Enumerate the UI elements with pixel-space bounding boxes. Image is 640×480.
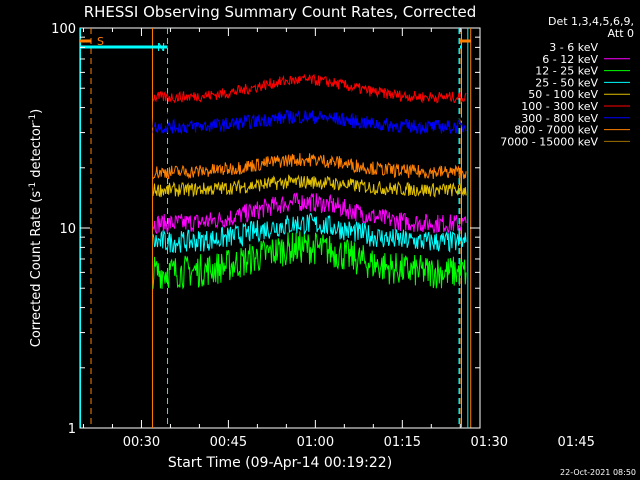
series-line bbox=[152, 192, 467, 235]
y-ticks: 100 10 1 bbox=[51, 22, 480, 437]
series-line bbox=[152, 153, 467, 180]
x-tick-label: 01:15 bbox=[384, 435, 421, 450]
annotation-label: N bbox=[157, 41, 165, 54]
legend-label: 300 - 800 keV bbox=[521, 112, 598, 125]
x-tick-label: 01:00 bbox=[297, 435, 334, 450]
y-tick-label: 10 bbox=[59, 222, 76, 237]
legend-label: 25 - 50 keV bbox=[535, 76, 598, 89]
annotation-label: S bbox=[97, 35, 104, 48]
chart-title: RHESSI Observing Summary Count Rates, Co… bbox=[84, 3, 477, 21]
series-line bbox=[152, 213, 467, 253]
x-tick-label: 01:45 bbox=[557, 435, 594, 450]
legend-label: 7000 - 15000 keV bbox=[500, 135, 598, 148]
series-line bbox=[152, 73, 467, 104]
y-tick-label: 100 bbox=[51, 22, 76, 37]
series-group bbox=[152, 73, 467, 290]
x-axis-label: Start Time (09-Apr-14 00:19:22) bbox=[168, 455, 392, 471]
y-axis-label: Corrected Count Rate (s-1 detector-1) bbox=[28, 109, 44, 347]
y-tick-label: 1 bbox=[68, 422, 76, 437]
series-line bbox=[152, 231, 467, 290]
series-line bbox=[152, 104, 467, 128]
legend-label: 3 - 6 keV bbox=[549, 41, 598, 54]
legend-label: 12 - 25 keV bbox=[535, 65, 598, 78]
legend-label: 800 - 7000 keV bbox=[514, 124, 598, 137]
legend-header: Att 0 bbox=[608, 27, 634, 40]
legend-label: 6 - 12 keV bbox=[542, 53, 598, 66]
legend-header: Det 1,3,4,5,6,9, bbox=[548, 15, 634, 28]
series-line bbox=[152, 109, 467, 135]
legend-label: 100 - 300 keV bbox=[521, 100, 598, 113]
x-tick-label: 00:30 bbox=[123, 435, 160, 450]
x-tick-label: 00:45 bbox=[210, 435, 247, 450]
footer-date: 22-Oct-2021 08:50 bbox=[560, 468, 636, 477]
x-ticks: 00:30 00:45 01:00 01:15 01:30 01:45 bbox=[82, 28, 595, 450]
x-tick-label: 01:30 bbox=[471, 435, 508, 450]
legend-label: 50 - 100 keV bbox=[528, 88, 598, 101]
series-line bbox=[152, 174, 467, 198]
